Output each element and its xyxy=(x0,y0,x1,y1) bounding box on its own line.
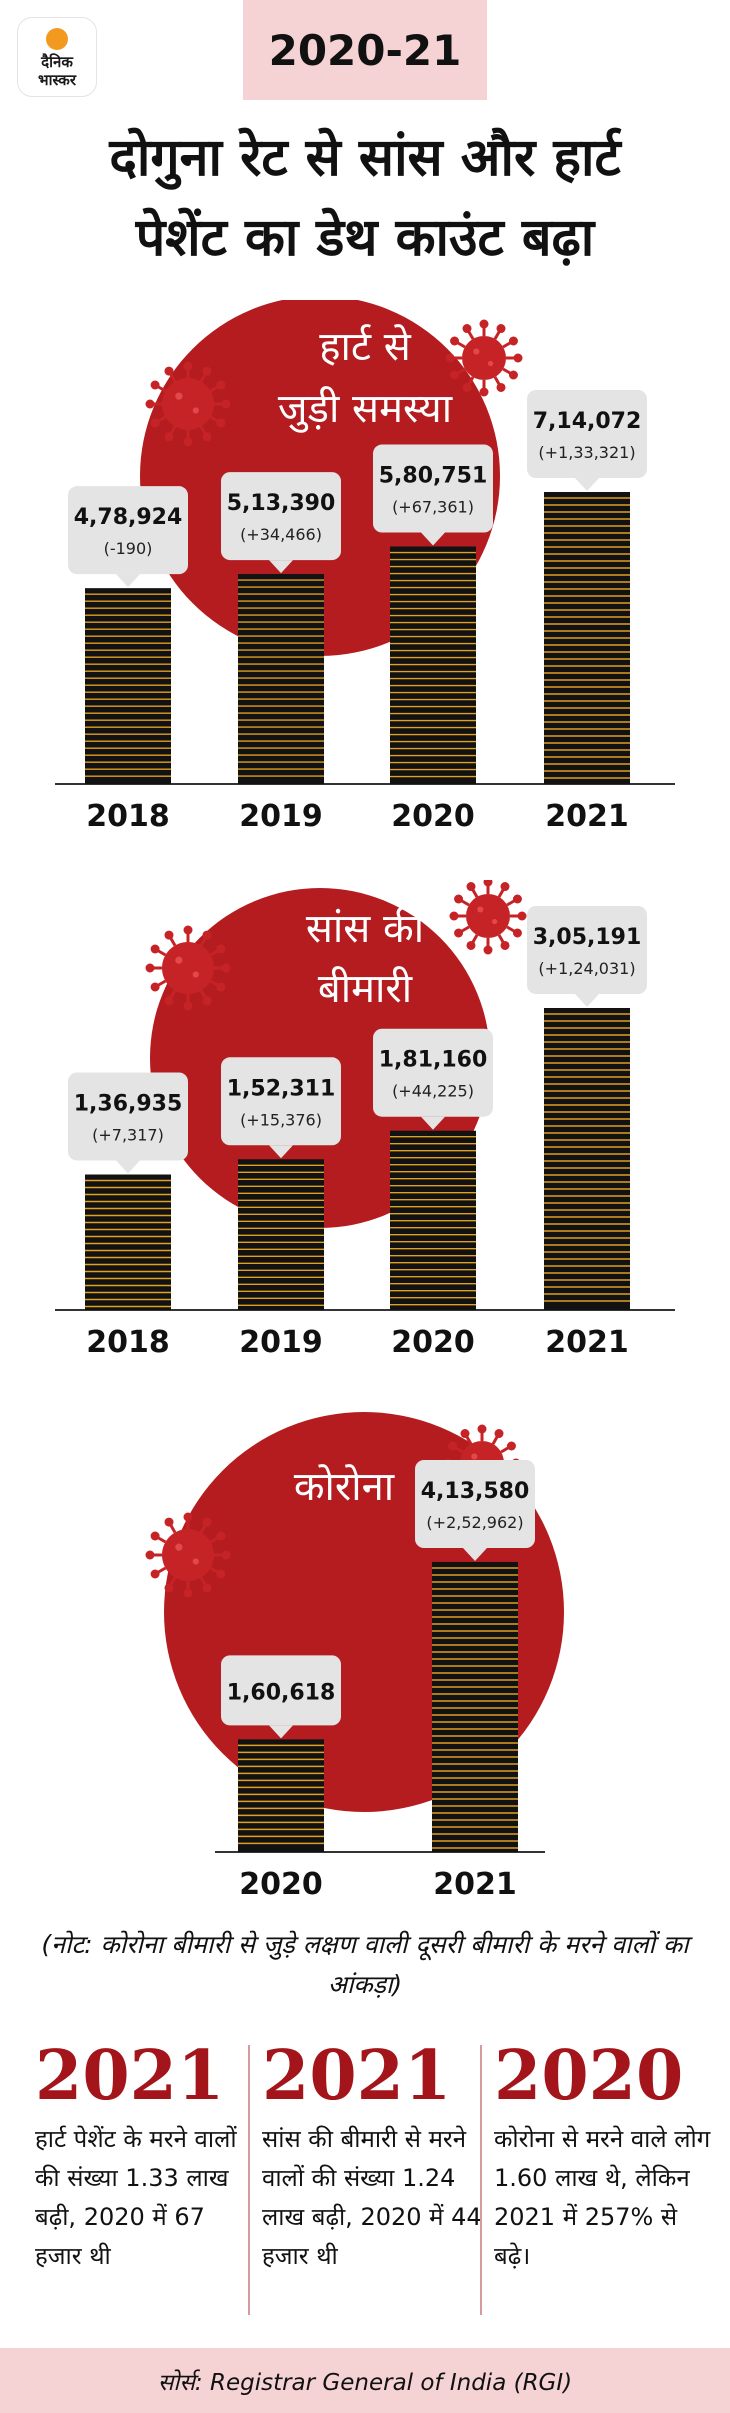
change-label: (+44,225) xyxy=(392,1082,474,1101)
value-label: 4,78,924 xyxy=(74,505,183,530)
x-tick-label: 2019 xyxy=(239,799,323,834)
stat-text-2: सांस की बीमारी से मरने वालों की संख्या 1… xyxy=(262,2125,482,2270)
x-tick-label: 2018 xyxy=(86,1325,170,1360)
headline: दोगुना रेट से सांस और हार्ट पेशेंट का डे… xyxy=(0,118,730,278)
divider-1 xyxy=(248,2045,250,2315)
stat-year-3: 2020 xyxy=(494,2036,684,2116)
change-label: (+67,361) xyxy=(392,498,474,517)
stat-text-1: हार्ट पेशेंट के मरने वालों की संख्या 1.3… xyxy=(35,2125,237,2270)
value-callout: 3,05,191 (+1,24,031) xyxy=(527,906,647,1007)
virus-icon xyxy=(449,880,527,955)
stat-block-2: 2021 सांस की बीमारी से मरने वालों की संख… xyxy=(262,2040,482,2276)
chart-title-line: बीमारी xyxy=(318,966,413,1012)
change-label: (+15,376) xyxy=(240,1110,322,1129)
stat-block-1: 2021 हार्ट पेशेंट के मरने वालों की संख्य… xyxy=(35,2040,255,2276)
bar xyxy=(390,1130,476,1310)
value-callout: 1,81,160 (+44,225) xyxy=(373,1028,493,1130)
bar xyxy=(390,546,476,784)
brand-logo: दैनिक भास्कर xyxy=(18,18,96,96)
change-label: (+2,52,962) xyxy=(426,1513,523,1532)
value-callout: 1,36,935 (+7,317) xyxy=(68,1072,188,1174)
value-label: 1,36,935 xyxy=(74,1091,183,1116)
bar xyxy=(238,1159,324,1310)
value-callout: 7,14,072 (+1,33,321) xyxy=(527,390,647,491)
year-tag: 2020-21 xyxy=(243,0,487,100)
virus-icon xyxy=(445,319,523,397)
bar xyxy=(544,492,630,784)
chart-title-line: सांस की xyxy=(306,906,425,952)
value-callout: 4,78,924 (-190) xyxy=(68,486,188,588)
bar xyxy=(238,1739,324,1852)
stat-year-1: 2021 xyxy=(35,2036,225,2116)
logo-text-line2: भास्कर xyxy=(38,71,76,89)
divider-2 xyxy=(480,2045,482,2315)
change-label: (+34,466) xyxy=(240,525,322,544)
value-label: 1,52,311 xyxy=(227,1076,336,1101)
headline-line2: पेशेंट का डेथ काउंट बढ़ा xyxy=(135,208,595,268)
stat-text-3: कोरोना से मरने वाले लोग 1.60 लाख थे, लेक… xyxy=(494,2125,711,2270)
x-tick-label: 2018 xyxy=(86,799,170,834)
source-footer: सोर्स: Registrar General of India (RGI) xyxy=(0,2348,730,2413)
stat-year-2: 2021 xyxy=(262,2036,452,2116)
bar xyxy=(544,1008,630,1310)
stat-block-3: 2020 कोरोना से मरने वाले लोग 1.60 लाख थे… xyxy=(494,2040,714,2276)
value-label: 7,14,072 xyxy=(533,409,642,434)
value-callout: 1,52,311 (+15,376) xyxy=(221,1057,341,1159)
chart-corona: कोरोना 1,60,618 2020 4,13,580 (+2,52,962) 202… xyxy=(0,1400,730,1900)
value-callout: 1,60,618 xyxy=(221,1655,341,1739)
virus-icon xyxy=(145,925,231,1011)
value-label: 3,05,191 xyxy=(533,925,642,950)
change-label: (-190) xyxy=(104,539,153,558)
x-tick-label: 2021 xyxy=(545,1325,629,1360)
chart-title-line: कोरोना xyxy=(294,1464,395,1510)
value-label: 1,60,618 xyxy=(227,1680,336,1705)
bar xyxy=(85,1174,171,1310)
x-tick-label: 2021 xyxy=(545,799,629,834)
change-label: (+1,33,321) xyxy=(538,443,635,462)
value-callout: 5,80,751 (+67,361) xyxy=(373,444,493,546)
sun-icon xyxy=(46,28,68,50)
x-tick-label: 2021 xyxy=(433,1867,517,1900)
x-tick-label: 2020 xyxy=(239,1867,323,1900)
virus-icon xyxy=(145,361,231,447)
chart-title-line: हार्ट से xyxy=(319,324,411,370)
virus-icon xyxy=(145,1512,231,1598)
change-label: (+7,317) xyxy=(92,1125,164,1144)
value-label: 4,13,580 xyxy=(421,1479,530,1504)
x-tick-label: 2020 xyxy=(391,1325,475,1360)
value-label: 5,13,390 xyxy=(227,491,336,516)
change-label: (+1,24,031) xyxy=(538,959,635,978)
logo-text-line1: दैनिक xyxy=(41,53,73,71)
value-label: 1,81,160 xyxy=(379,1048,488,1073)
note-text: (नोट: कोरोना बीमारी से जुड़े लक्षण वाली … xyxy=(41,1930,689,1999)
chart-heart: हार्ट से जुड़ी समस्या 4,78,924 (-190) 2018 5,… xyxy=(0,300,730,840)
bar xyxy=(85,588,171,784)
value-callout: 5,13,390 (+34,466) xyxy=(221,472,341,574)
headline-line1: दोगुना रेट से सांस और हार्ट xyxy=(109,128,621,188)
x-tick-label: 2020 xyxy=(391,799,475,834)
chart-respiratory: सांस की बीमारी 1,36,935 (+7,317) 2018 1,52,31… xyxy=(0,880,730,1360)
value-callout: 4,13,580 (+2,52,962) xyxy=(415,1460,535,1561)
chart-title-line: जुड़ी समस्या xyxy=(278,386,453,433)
bar xyxy=(432,1562,518,1852)
value-label: 5,80,751 xyxy=(379,464,488,489)
bar xyxy=(238,574,324,784)
x-tick-label: 2019 xyxy=(239,1325,323,1360)
